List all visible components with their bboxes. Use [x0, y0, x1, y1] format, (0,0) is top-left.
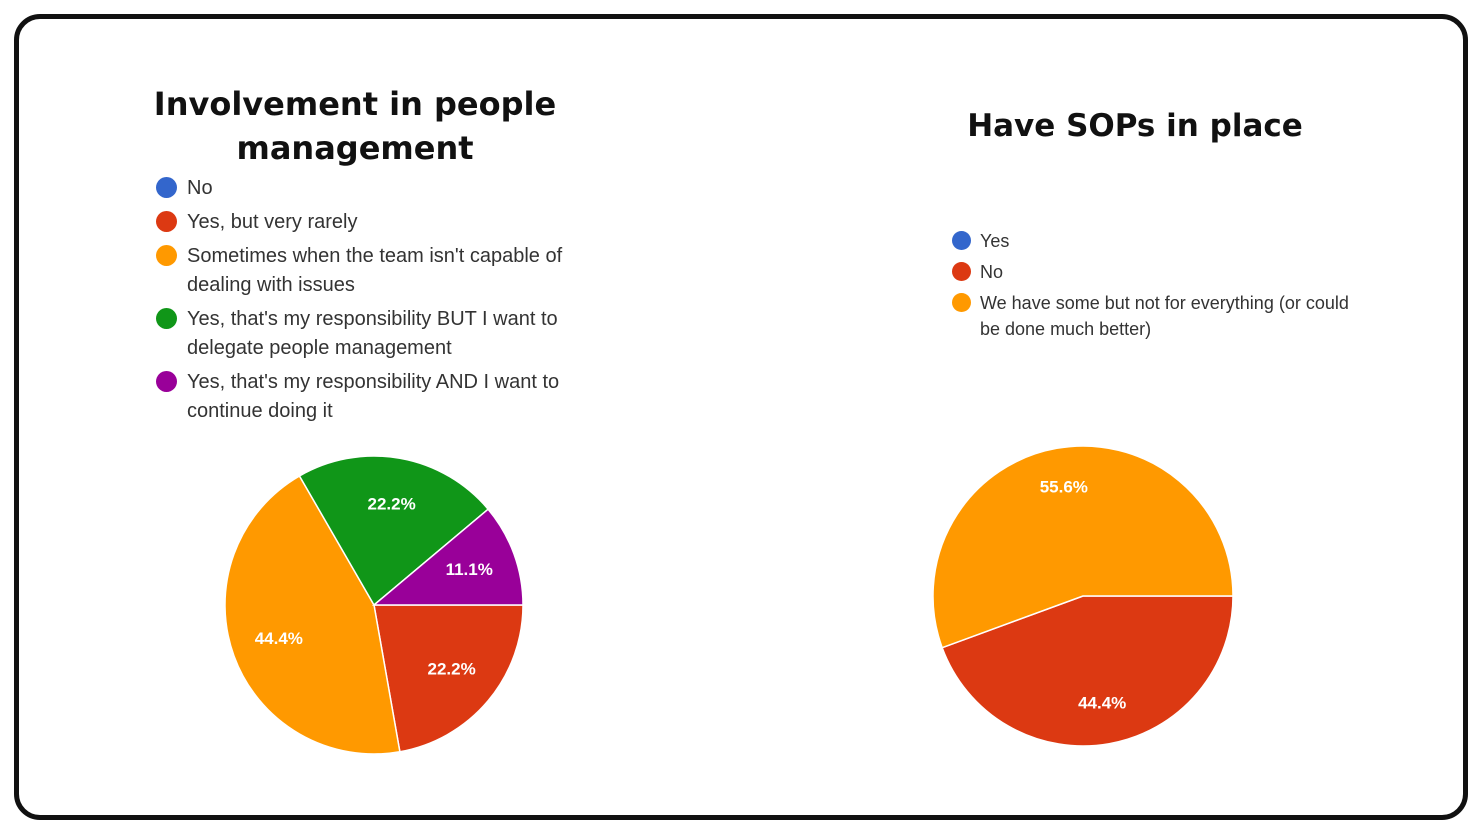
legend-label: Yes, but very rarely [187, 211, 358, 233]
legend-swatch [952, 262, 971, 281]
legend-label: Sometimes when the team isn't capable of… [187, 245, 563, 296]
pie-slice [932, 445, 1234, 649]
legend-item: Yes, but very rarely [156, 208, 596, 237]
chart-title-people-management: Involvement in people management [153, 85, 557, 167]
legend-item: Yes, that's my responsibility BUT I want… [156, 305, 596, 363]
legend-swatch [156, 177, 177, 198]
chart-title-sops: Have SOPs in place [967, 108, 1303, 144]
legend-item: Yes [952, 228, 1352, 254]
pie-slice [224, 474, 401, 755]
legend-people-management: No Yes, but very rarely Sometimes when the… [156, 174, 596, 431]
legend-label: Yes [980, 231, 1010, 251]
legend-swatch [952, 293, 971, 312]
legend-swatch [156, 211, 177, 232]
legend-item: No [156, 174, 596, 203]
pie-chart-people-management: 22.2% 44.4% 22.2% 11.1% [224, 455, 524, 755]
slice-data-label: 11.1% [446, 560, 493, 579]
legend-label: No [980, 262, 1004, 282]
legend-label: Yes, that's my responsibility AND I want… [187, 371, 560, 422]
legend-label: We have some but not for everything (or … [980, 293, 1349, 339]
legend-label: Yes, that's my responsibility BUT I want… [187, 308, 558, 359]
slice-data-label: 44.4% [255, 629, 303, 648]
slice-data-label: 55.6% [1040, 478, 1088, 497]
pie-chart-sops: 44.4% 55.6% [932, 445, 1234, 747]
legend-swatch [156, 245, 177, 266]
pie-slice [373, 604, 524, 753]
pie-slice [371, 508, 524, 606]
slice-data-label: 22.2% [428, 660, 476, 679]
legend-label: No [187, 177, 213, 199]
slice-data-label: 44.4% [1078, 693, 1126, 712]
legend-sops: Yes No We have some but not for everything… [952, 228, 1352, 347]
legend-swatch [156, 308, 177, 329]
legend-swatch [952, 231, 971, 250]
legend-item: No [952, 259, 1352, 285]
legend-item: Sometimes when the team isn't capable of… [156, 242, 596, 300]
legend-swatch [156, 371, 177, 392]
legend-item: We have some but not for everything (or … [952, 290, 1352, 342]
pie-slice [941, 595, 1234, 747]
legend-item: Yes, that's my responsibility AND I want… [156, 368, 596, 426]
pie-slice [298, 455, 490, 607]
slice-data-label: 22.2% [367, 495, 415, 514]
